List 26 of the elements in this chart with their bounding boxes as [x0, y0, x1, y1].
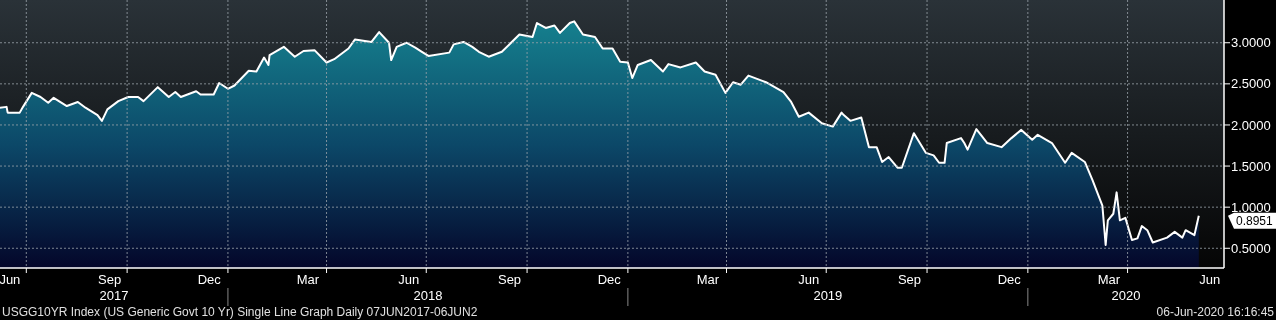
text: 06-Jun-2020 16:16:45 — [1156, 305, 1275, 319]
y-tick-label: 1.0000 — [1231, 199, 1271, 215]
text: 2018 — [413, 288, 443, 303]
x-tick-label: Mar — [296, 272, 320, 287]
x-tick-label: Dec — [997, 272, 1022, 287]
text: 0.8951 — [1236, 213, 1274, 228]
y-tick-label: 1.5000 — [1231, 158, 1271, 174]
x-tick-label: Jun — [1199, 272, 1221, 287]
text: 2020 — [1111, 288, 1141, 303]
x-tick-label: Jun — [0, 272, 21, 287]
x-tick-label: Jun — [398, 272, 420, 287]
x-tick-label: Sep — [98, 272, 122, 287]
text: USGG10YR Index (US Generic Govt 10 Yr) Single Line Graph Daily 07JUN2017-06JUN2 — [2, 305, 478, 319]
y-tick-label: 3.0000 — [1231, 35, 1271, 51]
x-tick-label: Mar — [1097, 272, 1121, 287]
x-tick-label: Jun — [798, 272, 820, 287]
y-tick-label: 2.0000 — [1231, 117, 1271, 133]
text: 2017 — [99, 288, 129, 303]
x-tick-label: Dec — [197, 272, 222, 287]
x-tick-label: Sep — [497, 272, 522, 287]
x-tick-label: Dec — [597, 272, 622, 287]
x-tick-label: Mar — [696, 272, 720, 287]
x-tick-label: Sep — [897, 272, 922, 287]
y-tick-label: 2.5000 — [1231, 76, 1271, 92]
text: 2019 — [813, 288, 843, 303]
y-tick-label: 0.5000 — [1231, 240, 1271, 256]
